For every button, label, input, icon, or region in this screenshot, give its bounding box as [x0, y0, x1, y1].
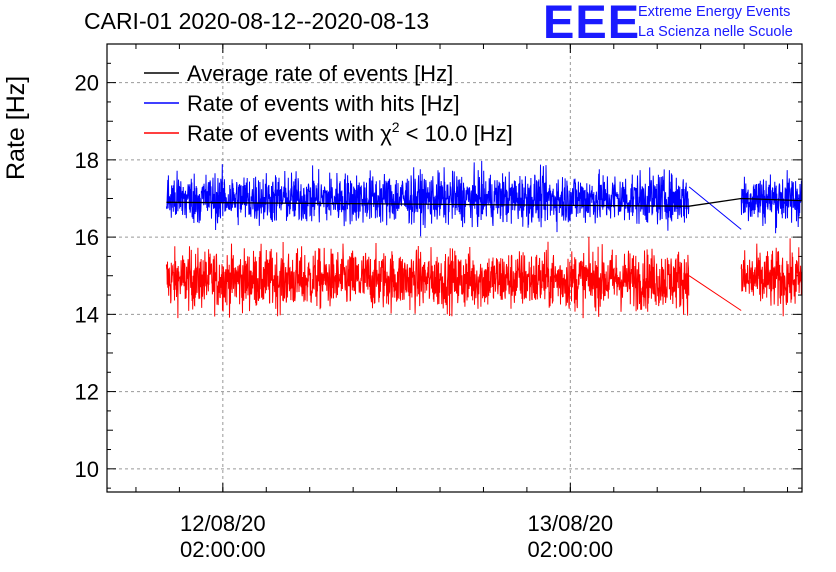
- average-rate-line: [166, 197, 802, 207]
- hits-rate-line: [165, 160, 802, 237]
- x-tick-label-date: 12/08/20: [180, 511, 266, 536]
- x-tick-label-date: 13/08/20: [528, 511, 614, 536]
- chi2-rate-line: [165, 236, 802, 319]
- plot-frame: [106, 43, 803, 493]
- x-tick-label-time: 02:00:00: [180, 537, 266, 562]
- eee-logo: EEE: [543, 0, 641, 48]
- logo-line-2: La Scienza nelle Scuole: [638, 24, 793, 40]
- y-tick-label: 18: [75, 148, 99, 173]
- y-tick-label: 14: [75, 302, 99, 327]
- legend-label: Rate of events with χ2 < 10.0 [Hz]: [187, 119, 513, 146]
- legend-label: Rate of events with hits [Hz]: [187, 91, 460, 116]
- legend-label: Average rate of events [Hz]: [187, 61, 453, 86]
- y-tick-label: 10: [75, 457, 99, 482]
- plot-area: [165, 160, 802, 319]
- y-tick-label: 12: [75, 380, 99, 405]
- logo-line-1: Extreme Energy Events: [638, 4, 791, 20]
- chart-title: CARI-01 2020-08-12--2020-08-13: [84, 8, 430, 34]
- y-tick-label: 20: [75, 71, 99, 96]
- x-tick-label-time: 02:00:00: [528, 537, 614, 562]
- y-tick-label: 16: [75, 225, 99, 250]
